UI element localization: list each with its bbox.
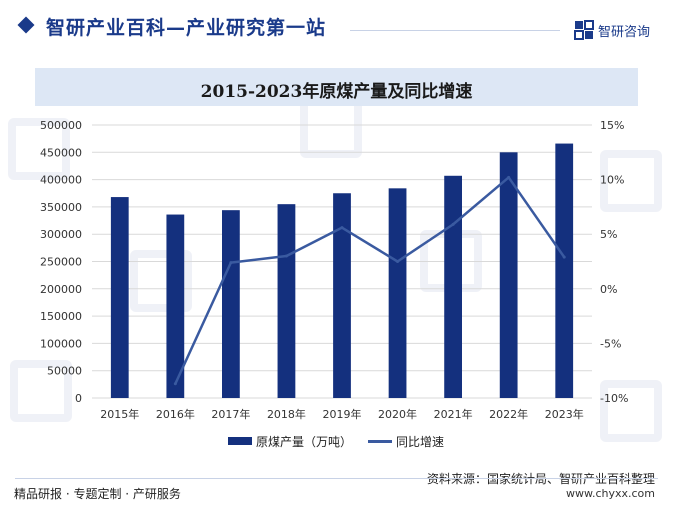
line-point [173,382,177,386]
y-left-tick-label: 450000 [40,146,82,159]
x-tick-label: 2015年 [100,407,139,421]
bar [110,197,129,398]
line-point [340,226,344,230]
legend-label: 同比增速 [396,435,445,449]
y-right-tick-label: 5% [600,228,617,241]
y-right-tick-label: -10% [600,392,628,405]
y-left-tick-label: 400000 [40,174,82,187]
bar [388,188,407,398]
chart-title: 2015-2023年原煤产量及同比增速 [200,82,473,102]
header-divider [350,30,560,31]
x-tick-label: 2022年 [489,407,528,421]
legend: 原煤产量（万吨） 同比增速 [0,432,673,450]
x-tick-label: 2016年 [156,407,195,421]
y-left-tick-label: 0 [75,392,82,405]
bar [499,152,518,398]
line-point [507,175,511,179]
x-tick-label: 2019年 [323,407,362,421]
y-right-tick-label: 10% [600,174,624,187]
bar [166,214,185,398]
bar [333,193,351,398]
y-left-tick-label: 500000 [40,119,82,132]
bar-series [110,143,574,398]
legend-label: 原煤产量（万吨） [256,435,353,449]
line-point [562,255,566,259]
growth-line [174,176,566,385]
y-axis-left: 5000004500004000003500003000002500002000… [40,119,82,405]
x-tick-label: 2017年 [211,407,250,421]
page-header: 智研产业百科—产业研究第一站 智研咨询 [0,0,673,58]
footer-tagline: 精品研报 · 专题定制 · 产研服务 [14,487,181,501]
line-series [173,175,566,386]
bar [222,210,240,398]
bar [277,204,296,398]
line-point [451,222,455,226]
line-point [229,261,233,265]
y-left-tick-label: 300000 [40,228,82,241]
legend-swatch-line [368,440,392,443]
y-right-tick-label: -5% [600,337,621,350]
y-left-tick-label: 350000 [40,201,82,214]
footer-url[interactable]: www.chyxx.com [565,487,655,500]
chart: 5000004500004000003500003000002500002000… [40,119,628,421]
brand-name: 智研咨询 [598,25,651,40]
source-note: 资料来源：国家统计局、智研产业百科整理 [426,472,655,486]
y-left-tick-label: 200000 [40,283,82,296]
y-left-tick-label: 150000 [40,310,82,323]
bar [555,143,574,398]
x-tick-label: 2021年 [434,407,473,421]
x-tick-label: 2023年 [545,407,584,421]
page-title: 智研产业百科—产业研究第一站 [46,17,327,39]
legend-swatch-bar [228,437,252,445]
y-left-tick-label: 50000 [47,365,82,378]
chart-title-band: 2015-2023年原煤产量及同比增速 [35,68,638,106]
x-axis: 2015年 2016年 2017年 2018年 2019年 2020年 2021年 2022年… [100,407,583,421]
diamond-icon [17,16,35,34]
y-left-tick-label: 250000 [40,256,82,269]
y-right-tick-label: 15% [600,119,624,132]
bar [444,175,462,398]
y-axis-right: 15% 10% 5% 0% -5% -10% [600,119,628,405]
x-tick-label: 2018年 [267,407,306,421]
x-tick-label: 2020年 [378,407,417,421]
line-point [284,254,288,258]
line-point [396,260,400,263]
y-right-tick-label: 0% [600,283,617,296]
footer-divider [15,478,658,479]
y-left-tick-label: 100000 [40,337,82,350]
brand-logo-icon [574,20,594,40]
